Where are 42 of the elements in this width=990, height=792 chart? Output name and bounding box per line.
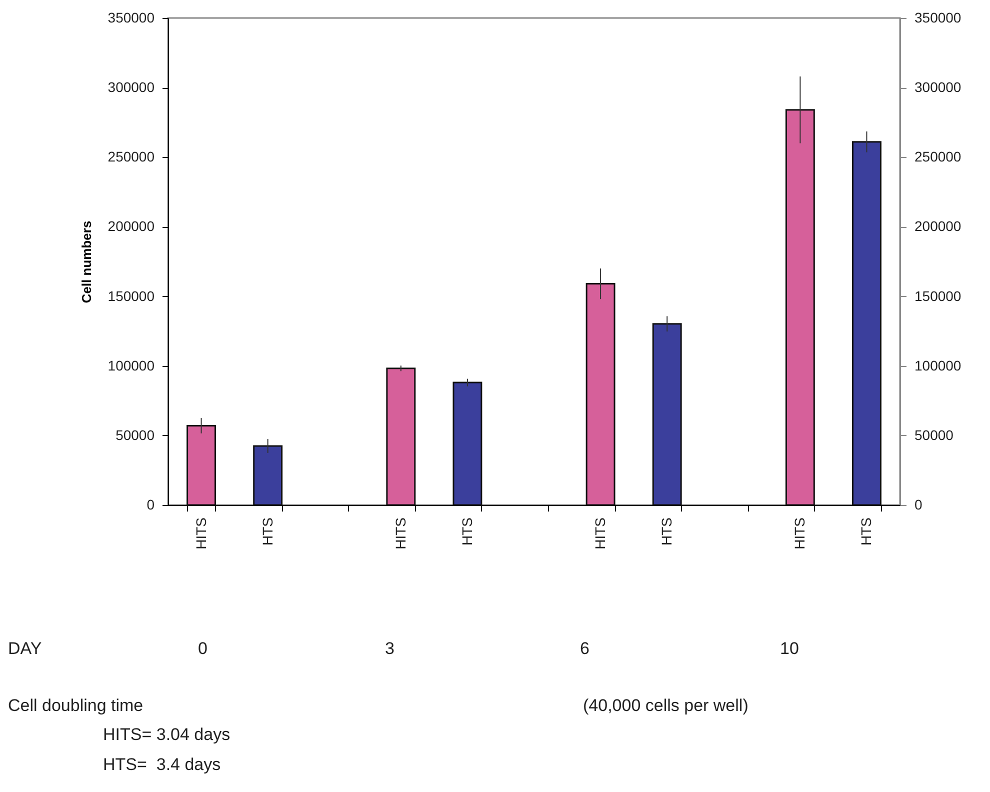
y2-tick-label: 150000: [914, 288, 962, 304]
y2-tick-label: 50000: [914, 426, 954, 443]
text: Cell doubling time: [8, 696, 144, 715]
y2-tick-label: 200000: [914, 218, 962, 234]
text: HITS= 3.04 days: [103, 725, 230, 744]
text: 6: [580, 639, 590, 658]
text: 10: [780, 639, 799, 658]
bar: [186, 424, 216, 506]
x-tick-label: HTS: [858, 518, 874, 546]
bar: [452, 382, 482, 506]
bar: [785, 109, 815, 506]
y2-tick-label: 350000: [914, 10, 962, 26]
y2-tick-label: 250000: [914, 148, 962, 165]
y-tick-label: 250000: [108, 148, 155, 165]
x-tick-label: HITS: [392, 518, 408, 550]
y-tick-label: 0: [146, 496, 155, 512]
bar: [586, 283, 616, 506]
y-tick-label: 50000: [116, 426, 155, 443]
y-tick-label: 350000: [108, 10, 155, 26]
y2-tick-label: 300000: [914, 79, 962, 96]
text: HTS= 3.4 days: [103, 755, 221, 774]
text: (40,000 cells per well): [583, 696, 748, 715]
y-tick-label: 100000: [108, 357, 155, 374]
bar: [852, 141, 882, 506]
bar: [652, 323, 682, 506]
text: 3: [385, 639, 394, 658]
x-tick-label: HTS: [458, 518, 475, 546]
bar: [253, 445, 283, 506]
y-tick-label: 200000: [108, 218, 155, 234]
x-tick-label: HTS: [259, 518, 276, 546]
y2-tick-label: 100000: [914, 357, 962, 374]
text: DAY: [8, 639, 42, 658]
y-axis-title: Cell numbers: [78, 220, 94, 304]
x-tick-label: HITS: [592, 518, 608, 550]
bar: [386, 368, 416, 506]
y-tick-label: 150000: [108, 288, 155, 304]
y2-tick-label: 0: [914, 496, 922, 512]
x-tick-label: HTS: [658, 518, 675, 546]
y-tick-label: 300000: [108, 79, 155, 96]
x-tick-label: HITS: [192, 518, 209, 550]
text: 0: [198, 639, 208, 658]
x-tick-label: HITS: [792, 518, 808, 550]
